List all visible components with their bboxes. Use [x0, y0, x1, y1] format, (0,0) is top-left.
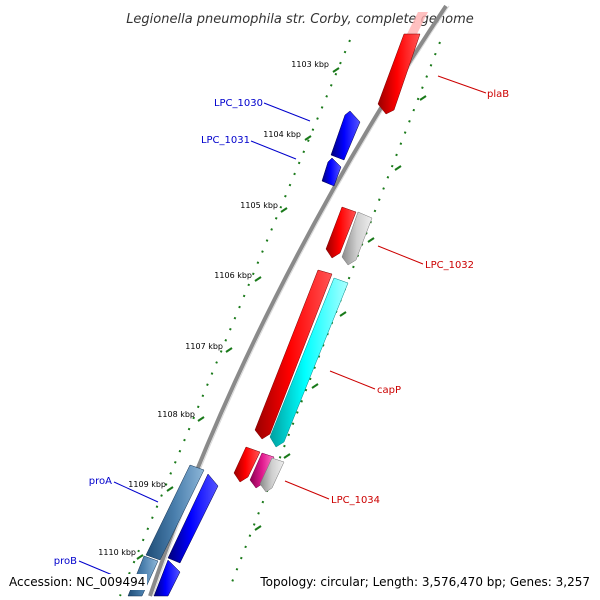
leader-plab: [437, 75, 487, 94]
leader-capp: [329, 370, 376, 390]
label-lpc1031[interactable]: LPC_1031: [201, 135, 250, 146]
gene-capp-cyan[interactable]: [269, 277, 349, 448]
outer-tick-track: [228, 41, 441, 591]
accession-text: Accession: NC_009494: [7, 574, 148, 590]
tick-1106: [254, 276, 262, 282]
outer-tick: [283, 453, 291, 459]
leader-lpc1034: [284, 480, 330, 500]
map-title: Legionella pneumophila str. Corby, compl…: [126, 12, 474, 27]
outer-tick: [394, 165, 402, 171]
leader-lpc1032: [377, 245, 424, 265]
leader-lpc1031: [250, 140, 297, 160]
label-plab[interactable]: plaB: [487, 89, 509, 100]
gene-prob[interactable]: [153, 559, 181, 597]
outer-tick: [254, 525, 262, 531]
tick-label-1108: 1108 kbp: [157, 410, 195, 419]
outer-tick: [367, 237, 375, 243]
outer-tick: [339, 311, 347, 317]
tick-label-1107: 1107 kbp: [185, 342, 223, 351]
tick-label-1104: 1104 kbp: [263, 130, 301, 139]
label-proa[interactable]: proA: [89, 476, 112, 487]
leader-proa: [113, 481, 159, 503]
gene-lpc1034-magenta[interactable]: [249, 452, 275, 489]
gene-plab[interactable]: [377, 33, 421, 115]
tick-label-1106: 1106 kbp: [214, 271, 252, 280]
major-ticks: [136, 67, 340, 560]
label-leaders: [78, 75, 487, 580]
label-lpc1034[interactable]: LPC_1034: [331, 495, 380, 506]
gene-lpc1032-grey[interactable]: [341, 211, 373, 266]
tick-1104: [304, 135, 312, 141]
label-capp[interactable]: capP: [377, 385, 401, 396]
tick-1105: [280, 207, 288, 213]
outer-ticks: [254, 95, 427, 531]
label-prob[interactable]: proB: [54, 556, 77, 567]
tick-1103: [332, 67, 340, 73]
gene-proa-steel[interactable]: [145, 464, 205, 561]
gene-capp-red[interactable]: [254, 269, 333, 440]
label-lpc1032[interactable]: LPC_1032: [425, 260, 474, 271]
tick-label-1109: 1109 kbp: [128, 480, 166, 489]
tick-1108: [197, 416, 205, 422]
leader-lpc1030: [263, 102, 311, 122]
tick-1109: [166, 486, 174, 492]
gene-lpc1030[interactable]: [330, 110, 361, 161]
tick-label-1105: 1105 kbp: [240, 201, 278, 210]
outer-tick: [311, 383, 319, 389]
gene-lpc1034-red[interactable]: [233, 446, 261, 483]
gene-lpc1032-red[interactable]: [325, 206, 357, 259]
label-lpc1030[interactable]: LPC_1030: [214, 98, 263, 109]
gene-lpc1034-grey[interactable]: [259, 457, 285, 493]
tick-label-1110: 1110 kbp: [98, 548, 136, 557]
outer-tick: [419, 95, 427, 101]
tick-1107: [225, 347, 233, 353]
gene-plab-pale[interactable]: [404, 12, 428, 40]
tick-label-1103: 1103 kbp: [291, 60, 329, 69]
inner-tick-track: [119, 39, 351, 597]
tick-1110: [136, 554, 144, 560]
genome-summary-text: Topology: circular; Length: 3,576,470 bp…: [258, 574, 592, 590]
gene-lpc1031[interactable]: [321, 157, 342, 187]
gene-proa[interactable]: [167, 473, 219, 564]
